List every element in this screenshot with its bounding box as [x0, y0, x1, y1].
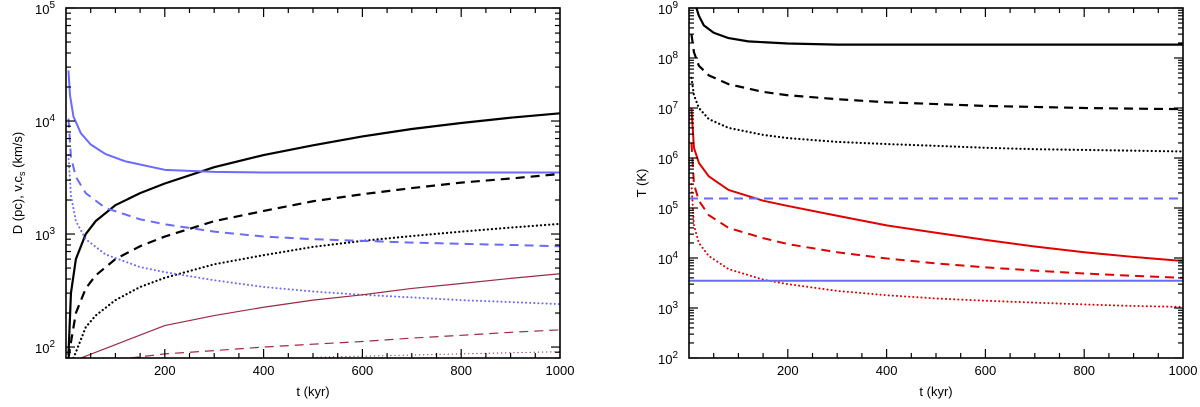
y-tick-label: 104	[35, 113, 55, 130]
y-tick-label: 103	[35, 226, 55, 243]
y-tick-label: 107	[658, 100, 678, 117]
y-tick-base: 10	[35, 228, 49, 243]
y-axis-title-main: T (K)	[634, 169, 649, 198]
x-tick-label: 800	[1073, 363, 1095, 378]
series-line-blue-solid	[67, 70, 560, 174]
y-tick-label: 102	[35, 339, 55, 356]
x-tick-label: 200	[777, 363, 799, 378]
y-tick-label: 103	[658, 300, 678, 317]
series-line-blue-dotted	[67, 154, 560, 306]
y-tick-exponent: 5	[672, 200, 678, 211]
y-tick-base: 10	[658, 252, 672, 267]
y-tick-label: 105	[658, 200, 678, 217]
series-line-maroon-solid	[80, 273, 560, 358]
series-line-black-dashed	[690, 33, 1183, 111]
x-tick-label: 600	[352, 363, 374, 378]
y-tick-exponent: 5	[49, 0, 55, 11]
y-tick-label: 106	[658, 150, 678, 167]
series-line-blue-dashed	[67, 118, 560, 248]
y-tick-label: 102	[658, 350, 678, 367]
series-group	[67, 70, 560, 358]
y-tick-base: 10	[658, 202, 672, 217]
y-tick-exponent: 3	[49, 226, 55, 237]
y-tick-label: 105	[35, 0, 55, 17]
y-tick-exponent: 6	[672, 150, 678, 161]
series-line-black-solid	[695, 8, 1183, 46]
y-tick-label: 109	[658, 0, 678, 17]
y-tick-exponent: 4	[672, 250, 678, 261]
y-tick-exponent: 8	[672, 50, 678, 61]
y-tick-exponent: 3	[672, 300, 678, 311]
series-line-black-solid	[67, 112, 560, 356]
y-tick-base: 10	[658, 352, 672, 367]
x-tick-label: 1000	[1169, 363, 1198, 378]
x-tick-label: 400	[876, 363, 898, 378]
x-tick-label: 600	[975, 363, 997, 378]
y-tick-base: 10	[35, 341, 49, 356]
y-tick-exponent: 2	[49, 339, 55, 350]
y-tick-base: 10	[658, 302, 672, 317]
y-axis-title: T (K)	[634, 169, 649, 198]
x-tick-label: 800	[450, 363, 472, 378]
y-axis-title: D (pc), v,cs (km/s)	[10, 132, 27, 234]
y-tick-label: 104	[658, 250, 678, 267]
y-tick-base: 10	[35, 2, 49, 17]
x-axis-title: t (kyr)	[919, 384, 952, 399]
x-tick-label: 1000	[546, 363, 575, 378]
y-tick-base: 10	[658, 2, 672, 17]
series-line-red-solid	[690, 107, 1183, 263]
series-line-maroon-dashed	[130, 329, 560, 358]
series-group	[689, 8, 1183, 308]
x-axis-title: t (kyr)	[296, 384, 329, 399]
y-tick-exponent: 7	[672, 100, 678, 111]
y-axis-title-unit: (km/s)	[10, 132, 25, 172]
y-axis-title-subscript: s	[17, 171, 27, 176]
series-line-black-dotted	[690, 76, 1183, 153]
right-chart-panel: 200 400 600 800 1000102103104105106107108109…	[634, 0, 1197, 399]
y-tick-base: 10	[658, 102, 672, 117]
series-line-red-dotted	[690, 183, 1183, 308]
series-line-red-dashed	[690, 142, 1183, 279]
y-axis-title-main: D (pc), v,c	[10, 175, 25, 234]
y-tick-exponent: 9	[672, 0, 678, 11]
y-tick-exponent: 2	[672, 350, 678, 361]
y-tick-base: 10	[35, 115, 49, 130]
series-line-black-dashed	[67, 172, 560, 358]
y-tick-base: 10	[658, 52, 672, 67]
y-tick-base: 10	[658, 152, 672, 167]
y-tick-exponent: 4	[49, 113, 55, 124]
plot-frame	[65, 7, 561, 359]
x-tick-label: 400	[253, 363, 275, 378]
x-tick-label: 200	[154, 363, 176, 378]
y-tick-label: 108	[658, 50, 678, 67]
